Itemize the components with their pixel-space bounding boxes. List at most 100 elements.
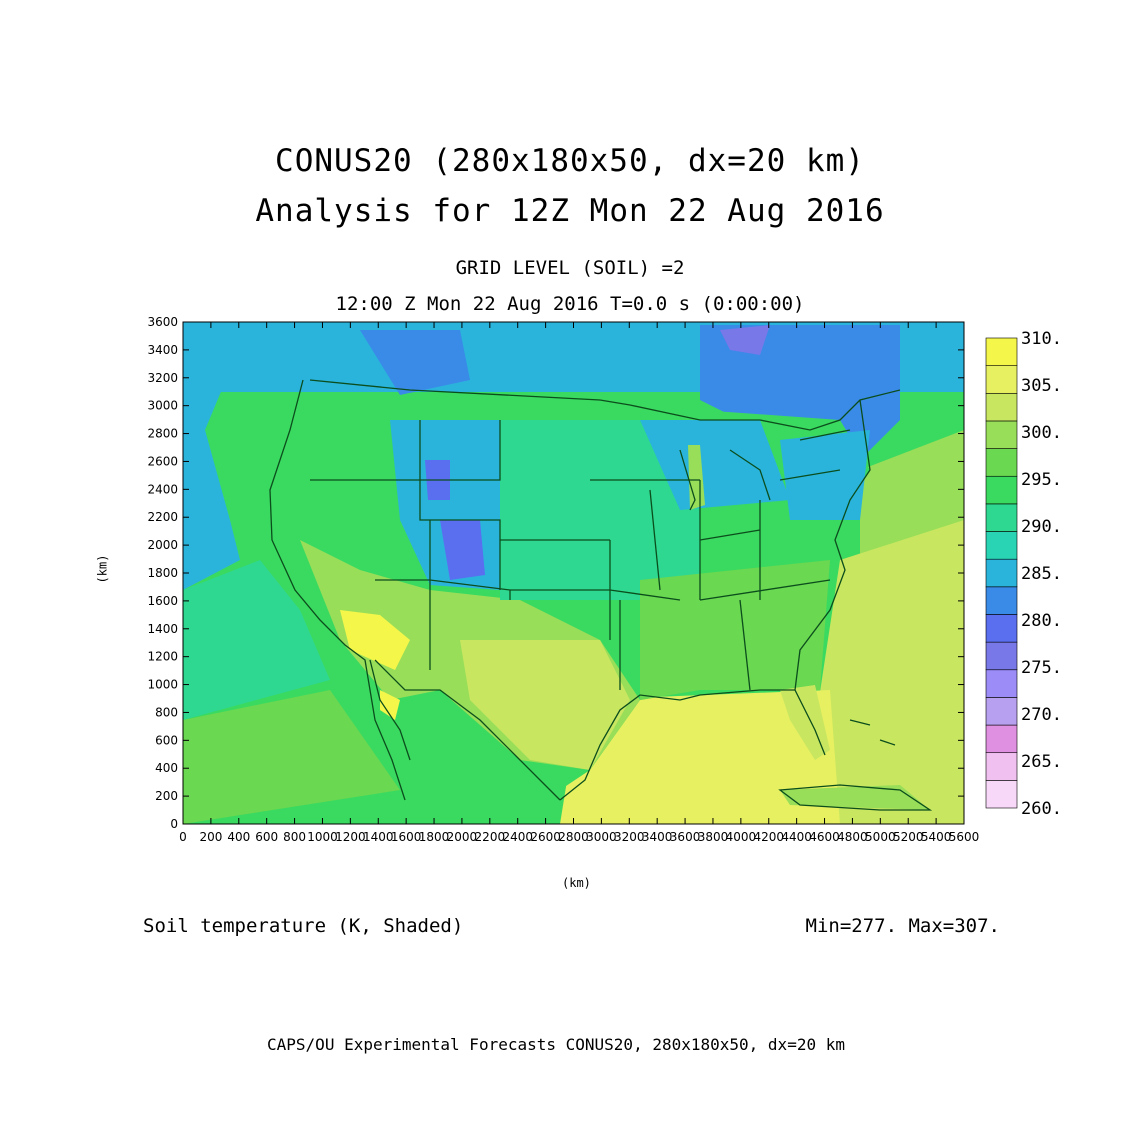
texas-warm bbox=[460, 640, 630, 770]
x-axis-unit: (km) bbox=[562, 876, 591, 890]
colorbar-swatch bbox=[985, 420, 1018, 449]
y-tick-label: 200 bbox=[155, 789, 178, 803]
x-tick-label: 1000 bbox=[307, 830, 338, 844]
x-tick-label: 400 bbox=[227, 830, 250, 844]
x-tick-label: 1200 bbox=[335, 830, 366, 844]
y-tick-label: 1600 bbox=[147, 594, 178, 608]
y-tick-label: 2200 bbox=[147, 510, 178, 524]
colorbar-swatch bbox=[985, 752, 1018, 781]
x-tick-label: 3000 bbox=[586, 830, 617, 844]
x-tick-label: 3400 bbox=[642, 830, 673, 844]
colorbar-label: 280. bbox=[1021, 611, 1062, 631]
x-tick-label: 2600 bbox=[530, 830, 561, 844]
coastlines-borders bbox=[269, 379, 933, 811]
colorbar-label: 295. bbox=[1021, 470, 1062, 490]
colorbar-swatch bbox=[985, 780, 1018, 809]
x-tick-label: 2200 bbox=[475, 830, 506, 844]
y-tick-label: 2600 bbox=[147, 454, 178, 468]
y-axis-tick-labels: 0 200 400 600 800 1000 1200 1400 1600 1800 2000 220… bbox=[147, 315, 178, 831]
southeast-green bbox=[640, 560, 830, 700]
colorbar-label: 310. bbox=[1021, 329, 1062, 349]
plot-area bbox=[183, 322, 964, 824]
x-tick-label: 2400 bbox=[502, 830, 533, 844]
y-tick-label: 2800 bbox=[147, 427, 178, 441]
subtitle-time: 12:00 Z Mon 22 Aug 2016 T=0.0 s (0:00:00… bbox=[335, 293, 805, 315]
colorbar-swatch bbox=[985, 641, 1018, 671]
y-tick-label: 3000 bbox=[147, 399, 178, 413]
rockies-cold-spot bbox=[440, 520, 485, 580]
colorbar-label: 290. bbox=[1021, 517, 1062, 537]
x-tick-label: 3200 bbox=[614, 830, 645, 844]
y-tick-label: 3400 bbox=[147, 343, 178, 357]
gulf-warm bbox=[560, 690, 840, 824]
x-tick-label: 2000 bbox=[447, 830, 478, 844]
pacific-south-band bbox=[183, 690, 400, 824]
x-tick-label: 5400 bbox=[921, 830, 952, 844]
y-tick-label: 2000 bbox=[147, 538, 178, 552]
footer-credit: CAPS/OU Experimental Forecasts CONUS20, … bbox=[267, 1035, 845, 1054]
canada-cold-east bbox=[700, 325, 900, 460]
x-tick-label: 200 bbox=[199, 830, 222, 844]
cuba-field bbox=[780, 785, 930, 810]
colorbar-swatch bbox=[985, 558, 1018, 588]
colorbar-swatch bbox=[985, 337, 1018, 366]
x-tick-label: 4000 bbox=[726, 830, 757, 844]
colorbar-label: 270. bbox=[1021, 705, 1062, 725]
x-tick-label: 2800 bbox=[558, 830, 589, 844]
y-tick-label: 600 bbox=[155, 733, 178, 747]
midwest-green bbox=[500, 420, 700, 600]
colorbar-swatch bbox=[985, 614, 1018, 643]
x-tick-label: 0 bbox=[179, 830, 187, 844]
y-tick-label: 2400 bbox=[147, 482, 178, 496]
northeast-cool bbox=[780, 430, 870, 520]
x-tick-label: 5200 bbox=[893, 830, 924, 844]
y-tick-label: 1000 bbox=[147, 678, 178, 692]
title-line-1: CONUS20 (280x180x50, dx=20 km) bbox=[275, 143, 865, 179]
x-tick-label: 3600 bbox=[670, 830, 701, 844]
lake-michigan bbox=[688, 445, 705, 510]
x-tick-label: 5600 bbox=[949, 830, 980, 844]
colorbar-label: 305. bbox=[1021, 376, 1062, 396]
florida-field bbox=[780, 685, 830, 760]
y-tick-label: 400 bbox=[155, 761, 178, 775]
x-tick-label: 600 bbox=[255, 830, 278, 844]
x-tick-label: 4800 bbox=[837, 830, 868, 844]
colorbar-swatch bbox=[985, 531, 1018, 560]
hudson-cold bbox=[720, 325, 770, 355]
title-line-2: Analysis for 12Z Mon 22 Aug 2016 bbox=[255, 193, 885, 229]
atlantic-warm bbox=[800, 520, 964, 824]
y-tick-label: 3600 bbox=[147, 315, 178, 329]
y-tick-label: 800 bbox=[155, 705, 178, 719]
colorbar-swatch bbox=[985, 448, 1018, 477]
colorbar-label: 300. bbox=[1021, 423, 1062, 443]
x-tick-label: 4600 bbox=[809, 830, 840, 844]
y-tick-label: 1800 bbox=[147, 566, 178, 580]
x-tick-label: 1400 bbox=[363, 830, 394, 844]
x-tick-label: 4400 bbox=[781, 830, 812, 844]
x-tick-label: 3800 bbox=[698, 830, 729, 844]
y-axis-unit: (km) bbox=[95, 554, 110, 584]
colorbar-swatch bbox=[985, 724, 1018, 754]
min-max-label: Min=277. Max=307. bbox=[805, 915, 1000, 937]
y-tick-label: 1200 bbox=[147, 650, 178, 664]
colorbar-swatch bbox=[985, 503, 1018, 532]
x-axis-tick-labels: 0 200 400 600 800 100012001400160018002000220… bbox=[179, 830, 979, 844]
colorbar-swatch bbox=[985, 365, 1018, 394]
colorbar-swatch bbox=[985, 586, 1018, 615]
axis-ticks bbox=[182, 321, 965, 825]
colorbar-label: 260. bbox=[1021, 799, 1062, 819]
colorbar-labels: 260. 265. 270. 275. 280. 285. 290. 295. 300. 305.… bbox=[1021, 329, 1062, 819]
baja-hot bbox=[380, 690, 400, 720]
pacific-west-band bbox=[183, 322, 300, 590]
desert-hot bbox=[340, 610, 410, 670]
colorbar-label: 285. bbox=[1021, 564, 1062, 584]
y-tick-label: 1400 bbox=[147, 622, 178, 636]
colorbar-swatch bbox=[985, 697, 1018, 726]
colorbar-label: 265. bbox=[1021, 752, 1062, 772]
x-tick-label: 1800 bbox=[419, 830, 450, 844]
colorbar-swatch bbox=[985, 475, 1018, 505]
colorbar-label: 275. bbox=[1021, 658, 1062, 678]
pacific-green-band bbox=[183, 560, 330, 720]
y-tick-label: 3200 bbox=[147, 371, 178, 385]
